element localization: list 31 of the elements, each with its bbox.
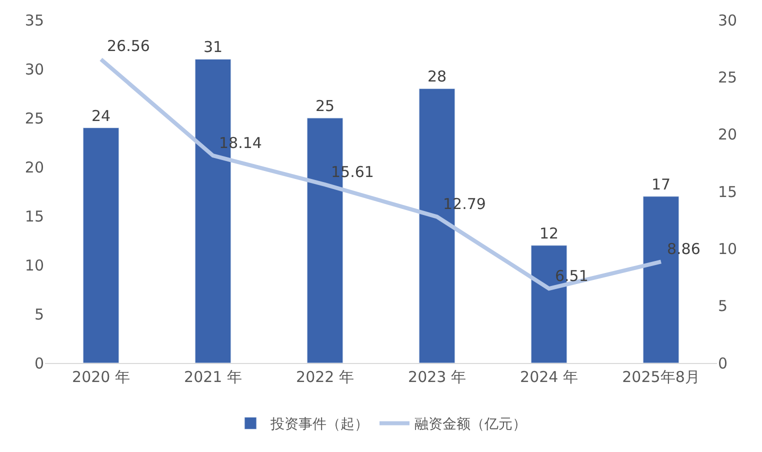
- data-label: 26.56: [107, 37, 150, 55]
- y2-tick-label: 20: [718, 126, 738, 144]
- y-tick-label: 5: [34, 305, 44, 324]
- data-label: 28: [427, 68, 447, 86]
- legend-label: 融资金额（亿元）: [414, 416, 526, 433]
- y-tick-label: 35: [24, 11, 44, 30]
- x-tick-label: 2020 年: [72, 368, 130, 386]
- data-label: 12: [539, 224, 559, 242]
- data-label: 17: [651, 175, 671, 194]
- data-label: 24: [91, 106, 111, 125]
- y2-tick-label: 25: [718, 68, 738, 86]
- legend-label: 投资事件（起）: [270, 416, 368, 433]
- y-tick-label: 20: [24, 158, 44, 176]
- y2-tick-label: 15: [718, 182, 738, 201]
- x-tick-label: 2021 年: [184, 368, 242, 386]
- x-tick-label: 2022 年: [296, 368, 354, 386]
- y-tick-label: 0: [34, 354, 44, 372]
- y-tick-label: 25: [24, 109, 44, 128]
- x-tick-label: 2023 年: [408, 368, 466, 386]
- x-tick-label: 2025年8月: [622, 368, 700, 386]
- y2-tick-label: 30: [718, 11, 738, 30]
- y2-tick-label: 5: [718, 297, 728, 316]
- y-tick-label: 15: [24, 207, 44, 226]
- y-tick-label: 10: [24, 256, 44, 274]
- x-tick-label: 2024 年: [520, 368, 578, 386]
- bar: [82, 128, 120, 363]
- y2-tick-label: 0: [718, 354, 728, 372]
- data-label: 31: [203, 38, 223, 56]
- y2-tick-label: 10: [718, 240, 738, 258]
- y-tick-label: 30: [24, 60, 44, 78]
- data-label: 25: [315, 97, 335, 115]
